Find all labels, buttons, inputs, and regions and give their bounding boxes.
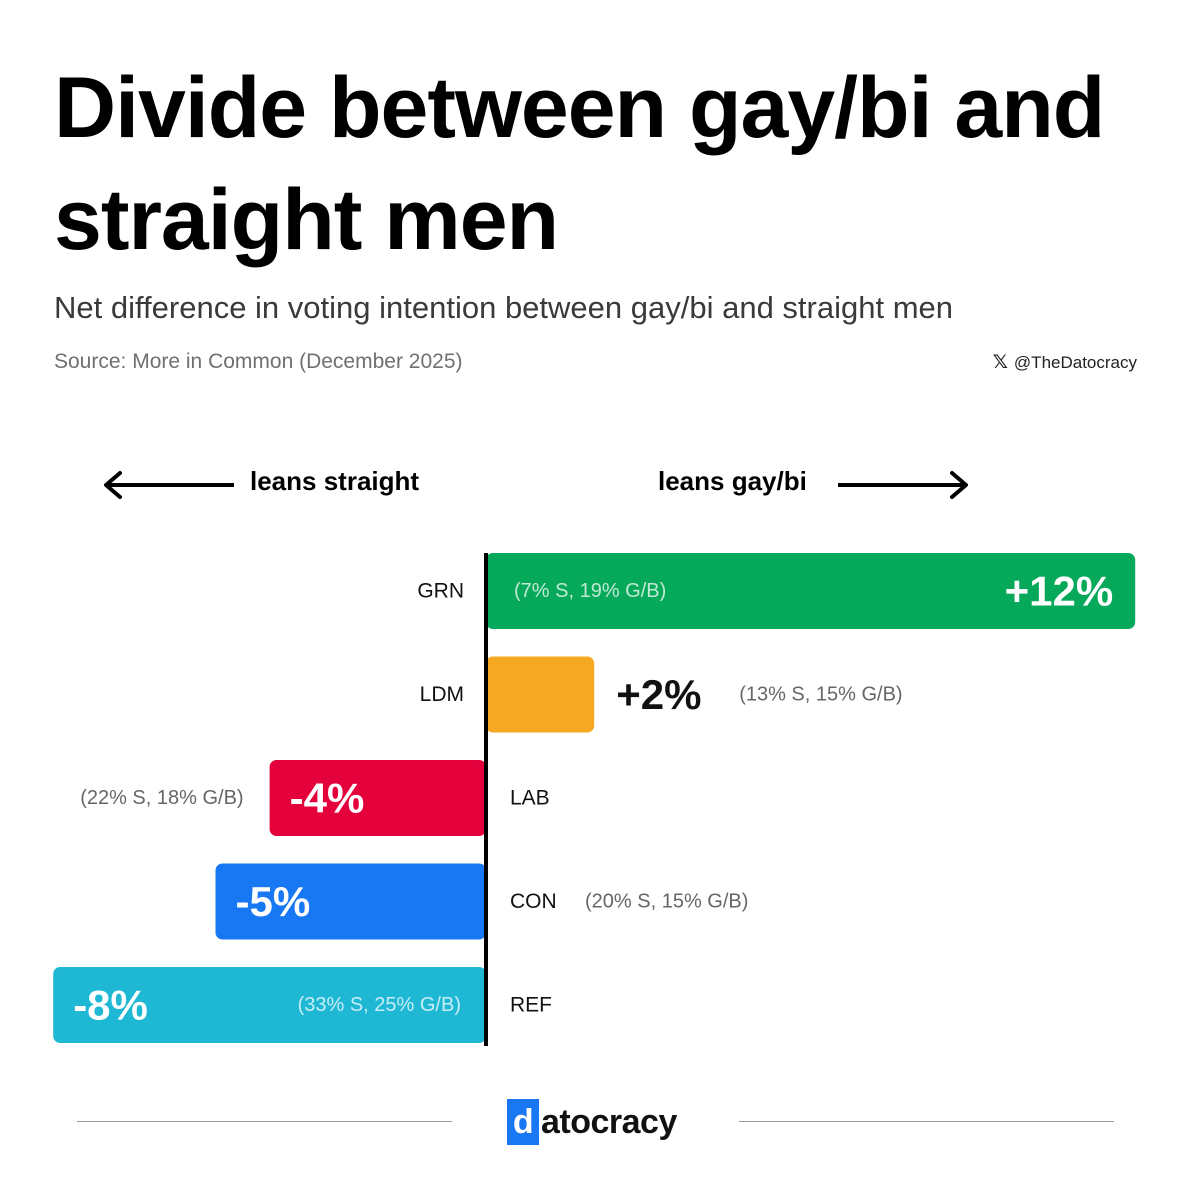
- logo-text: atocracy: [541, 1102, 677, 1141]
- detail-label-lab: (22% S, 18% G/B): [80, 787, 243, 809]
- bar-grn: [486, 553, 1136, 629]
- category-label-ldm: LDM: [420, 683, 464, 706]
- x-logo-icon: 𝕏: [992, 352, 1008, 373]
- datocracy-logo: d atocracy: [507, 1099, 677, 1145]
- value-label-ldm: +2%: [616, 671, 701, 718]
- category-label-ref: REF: [510, 994, 552, 1017]
- value-label-ref: -8%: [73, 982, 148, 1029]
- bar-lab: [269, 760, 486, 836]
- chart-title: Divide between gay/bi and straight men: [54, 60, 1105, 268]
- detail-label-con: (20% S, 15% G/B): [585, 891, 748, 913]
- value-label-con: -5%: [236, 878, 311, 925]
- detail-label-ref: (33% S, 25% G/B): [298, 994, 461, 1016]
- footer-divider-left: [77, 1121, 452, 1122]
- logo-letter-box: d: [507, 1099, 539, 1145]
- bar-ldm: [486, 656, 595, 733]
- footer-divider-right: [739, 1121, 1114, 1122]
- source-note: Source: More in Common (December 2025): [54, 350, 463, 373]
- handle-text: @TheDatocracy: [1013, 352, 1137, 372]
- left-arrow-icon: [104, 471, 234, 499]
- bar-ref: [53, 967, 486, 1043]
- lean-gay-bi-label: leans gay/bi: [658, 466, 807, 496]
- category-label-grn: GRN: [417, 580, 464, 603]
- bar-con: [215, 863, 486, 940]
- social-handle[interactable]: 𝕏 @TheDatocracy: [993, 351, 1137, 374]
- detail-label-grn: (7% S, 19% G/B): [514, 580, 666, 602]
- value-label-lab: -4%: [290, 775, 365, 822]
- lean-straight-label: leans straight: [250, 466, 420, 496]
- detail-label-ldm: (13% S, 15% G/B): [739, 684, 902, 706]
- bar-chart: GRN +12% (7% S, 19% G/B) LDM +2% (13% S, 15% …: [53, 553, 1136, 1046]
- chart-subtitle: Net difference in voting intention betwe…: [54, 290, 953, 325]
- value-label-grn: +12%: [1005, 568, 1114, 615]
- right-arrow-icon: [838, 471, 968, 499]
- category-label-con: CON: [510, 890, 557, 913]
- category-label-lab: LAB: [510, 787, 550, 810]
